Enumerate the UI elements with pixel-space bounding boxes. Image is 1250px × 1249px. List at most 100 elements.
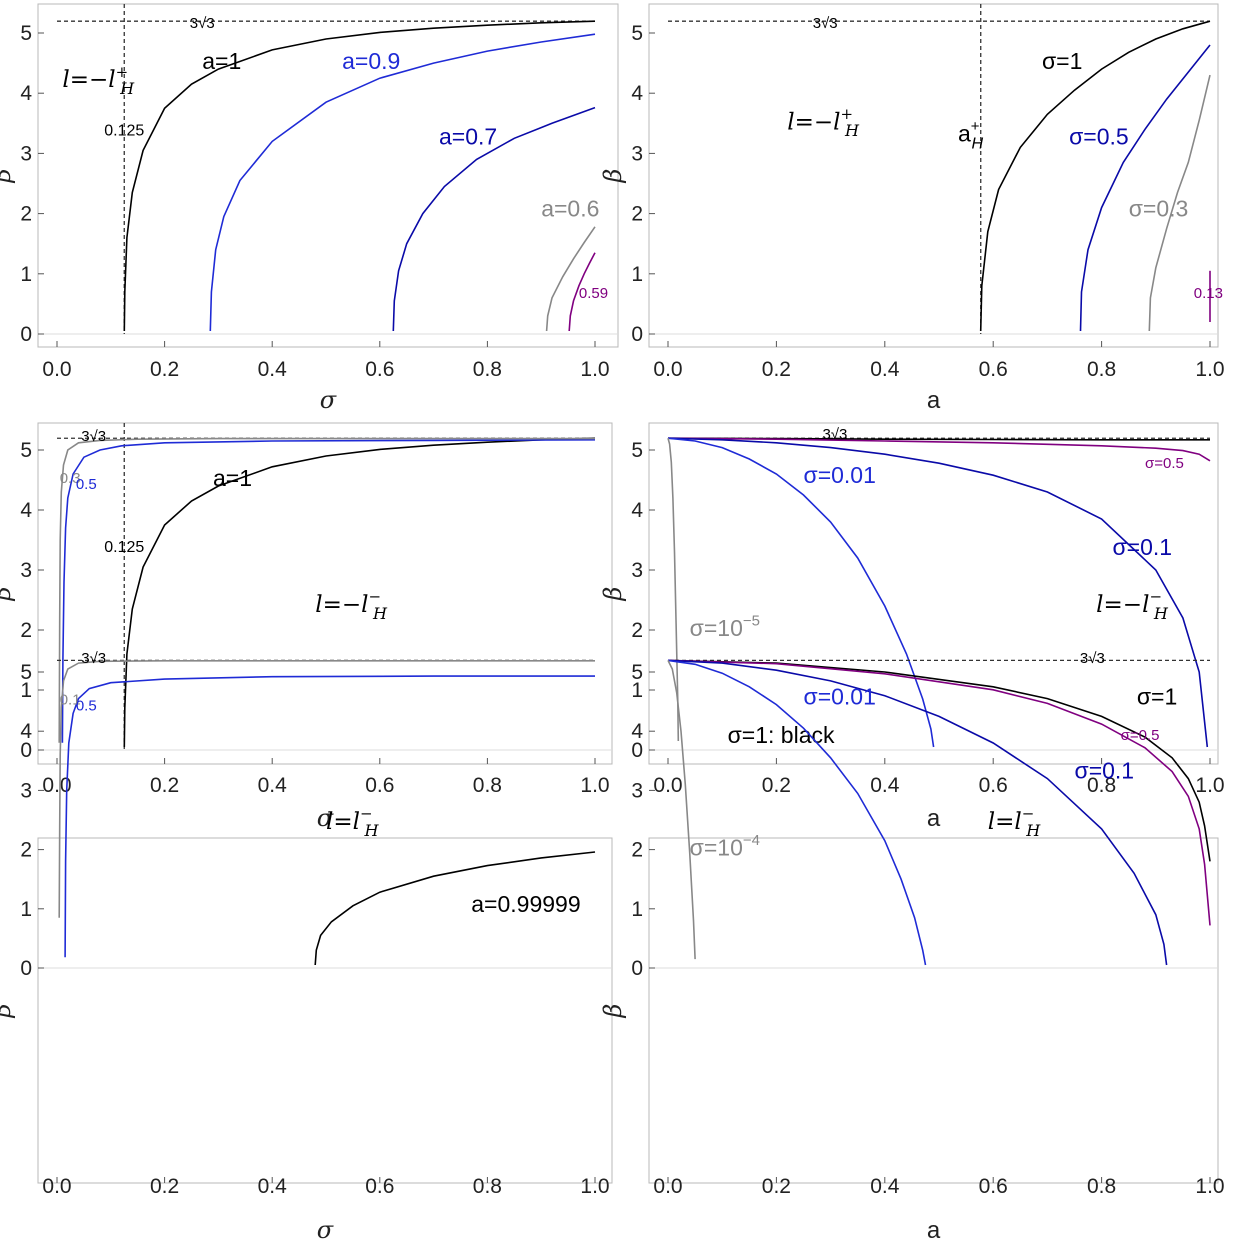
annotation-label: l=−l+ H [787,105,860,140]
y-axis-label: β [599,587,627,602]
annotation-label: σ=0.01 [804,462,876,488]
annotation-label: 0.5 [76,697,97,714]
series-line [1148,74,1211,332]
ref-vertical-label: 0.125 [104,122,144,139]
x-tick-label: 1.0 [580,358,609,381]
plot-frame [37,422,613,765]
y-tick-label: 4 [20,82,32,105]
y-tick-label: 4 [631,720,643,743]
y-tick-label: 5 [20,22,32,45]
y-tick-label: 3 [20,559,32,582]
y-tick-label: 1 [20,263,32,286]
annotation-label: a=0.7 [439,123,497,149]
annotation-label: σ=0.1 [1075,758,1135,784]
annotation-label: σ=0.3 [1129,196,1189,222]
x-tick-label: 1.0 [580,1175,609,1198]
y-tick-label: 4 [20,499,32,522]
panel-p6: 0.0 0.2 0.4 0.6 0.8 1.0 0 1 2 3 4 5 a β 3√3 σ=0.01 σ=1 σ=… [599,650,1225,1244]
y-tick-label: 3 [631,559,643,582]
x-tick-label: 0.0 [42,358,71,381]
series-line [123,437,596,748]
x-tick-label: 1.0 [1195,358,1224,381]
y-tick-label: 5 [631,661,643,684]
y-tick-label: 0 [631,739,643,762]
y-tick-label: 1 [20,898,32,921]
y-tick-label: 1 [631,898,643,921]
y-axis-label: β [0,169,16,184]
plot-frame [37,3,619,348]
y-axis-label: β [0,587,16,602]
y-tick-label: 0 [20,323,32,346]
x-tick-label: 0.8 [473,358,502,381]
x-tick-label: 0.6 [365,1175,394,1198]
series-line [667,437,1211,462]
series-line [979,20,1211,332]
y-axis-label: β [599,169,627,184]
x-tick-label: 0.8 [1087,358,1116,381]
x-tick-label: 0.0 [42,774,71,797]
annotation-label: 0.13 [1194,285,1223,302]
series-line [667,659,1168,966]
annotation-label: 3√3 [81,428,106,445]
ref-line-label: 3√3 [813,15,838,32]
y-tick-label: 5 [20,661,32,684]
x-tick-label: 0.2 [762,774,791,797]
annotation-label: a+ H [958,118,983,152]
y-tick-label: 3 [20,142,32,165]
series-line [64,675,595,958]
plot-frame [37,837,613,1184]
series-line [314,851,596,966]
x-axis-label: a [927,805,941,832]
y-tick-label: 0 [20,957,32,980]
annotation-label: l=l− H [326,805,379,840]
series-line [667,659,927,966]
x-tick-label: 1.0 [580,774,609,797]
panel-p3: 0.00.20.40.60.81.0012345σβ0.1253√30.30.5… [0,422,613,832]
annotation-label: l=−l− H [1096,588,1169,623]
annotation-label: σ=0.01 [804,684,876,710]
annotation-label: l=−l+ H [62,63,135,98]
x-tick-label: 1.0 [1195,1175,1224,1198]
x-tick-label: 0.4 [870,1175,900,1198]
series-line [667,659,1211,862]
y-tick-label: 2 [631,839,643,862]
annotation-label: a=0.99999 [471,891,580,917]
annotation-label: l=−l− H [315,588,388,623]
panel-p5: 0.0 0.2 0.4 0.6 0.8 1.0 0 1 2 3 4 5 σ β 3√3 0.10.5 l=l−H… [0,650,613,1244]
x-tick-label: 0.0 [42,1175,71,1198]
x-tick-label: 0.4 [870,774,900,797]
annotation-label: σ=0.1 [1112,534,1172,560]
annotation-label: 3√3 [81,650,106,667]
y-tick-label: 3 [631,142,643,165]
x-tick-label: 0.2 [150,774,179,797]
x-axis-label: σ [320,386,337,414]
x-tick-label: 0.8 [1087,774,1116,797]
y-tick-label: 1 [631,679,643,702]
annotation-label: σ=10−5 [690,613,760,641]
x-tick-label: 0.4 [258,358,288,381]
y-tick-label: 2 [20,839,32,862]
annotation-label: a=1 [202,48,241,74]
annotation-label: a=0.6 [541,196,599,222]
x-axis-label: a [927,1217,941,1244]
y-tick-label: 4 [631,82,643,105]
x-tick-label: 0.6 [979,358,1008,381]
x-tick-label: 0.2 [150,358,179,381]
x-tick-label: 0.2 [762,358,791,381]
annotation-label: 3√3 [1080,650,1105,667]
y-tick-label: 2 [20,619,32,642]
series-line [667,437,935,748]
series-line [667,660,696,960]
x-axis-label: σ [317,1216,334,1244]
panel-p4: 0.0 0.2 0.4 0.6 0.8 1.0 0 1 2 3 4 5 a β 3√3 σ=0.5 σ=0.01… [599,422,1225,832]
annotation-label: a=1 [213,465,252,491]
annotation-label: 0.5 [76,476,97,493]
annotation-label: σ=1 [1137,684,1177,710]
x-tick-label: 0.0 [653,1175,682,1198]
x-tick-label: 0.4 [258,774,288,797]
x-axis-label: σ [317,804,334,832]
y-tick-label: 3 [631,779,643,802]
series-line [209,33,596,332]
annotation-label: σ=0.5 [1145,455,1184,472]
series-line [667,437,1209,748]
